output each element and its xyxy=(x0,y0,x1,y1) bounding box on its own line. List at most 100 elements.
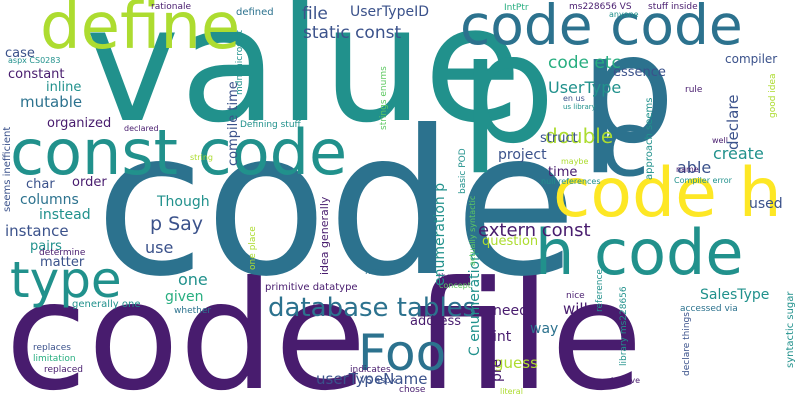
word: ms228656 VS xyxy=(569,2,632,12)
word: inline xyxy=(46,80,82,95)
word: declare xyxy=(724,94,742,150)
word: address xyxy=(410,314,462,329)
word: instead xyxy=(39,207,91,223)
word: code code xyxy=(460,0,743,57)
word: aspx CS0283 xyxy=(8,56,61,65)
word: enumeration p xyxy=(432,182,448,286)
word: Compiler error xyxy=(674,176,732,185)
word: compiler xyxy=(725,52,778,66)
word: seems inefficient xyxy=(2,126,13,212)
word: name xyxy=(676,165,699,174)
word: value xyxy=(85,0,523,158)
word: mutable xyxy=(20,93,83,111)
word: code h xyxy=(553,154,782,233)
word: idea generally xyxy=(318,196,331,275)
word: char xyxy=(26,177,55,192)
word: declare things xyxy=(682,312,692,376)
word: type xyxy=(10,251,122,309)
word: columns xyxy=(20,192,79,208)
word: string xyxy=(190,153,213,162)
word: literal xyxy=(500,387,523,396)
word: null references xyxy=(541,177,601,186)
word: reference xyxy=(595,269,605,312)
word: nice xyxy=(566,291,585,301)
word: extern const xyxy=(478,220,591,241)
word: given xyxy=(165,289,204,305)
word: use xyxy=(145,238,174,257)
word: static const xyxy=(303,23,402,43)
word: anyone xyxy=(609,10,639,19)
word: p Say xyxy=(150,213,204,235)
word: will xyxy=(563,300,588,318)
word: syntactic sugar xyxy=(785,291,796,368)
word: theory xyxy=(438,272,465,281)
word: limitation xyxy=(33,354,76,364)
word: en us xyxy=(563,94,585,103)
word: used xyxy=(749,196,783,212)
word: p xyxy=(580,3,676,177)
word: code file xyxy=(5,250,643,400)
word: case xyxy=(5,46,35,61)
word: actually syntactic xyxy=(468,195,477,266)
word: pairs xyxy=(30,239,62,254)
word: create xyxy=(713,144,764,163)
word: stuff inside xyxy=(648,2,698,12)
word: whether xyxy=(174,306,212,316)
word: c xyxy=(600,92,650,197)
word: constant xyxy=(8,67,65,82)
word: able xyxy=(677,158,712,177)
word: time xyxy=(548,165,578,180)
word: replaces xyxy=(33,343,71,353)
word: way xyxy=(530,321,559,337)
word: struct xyxy=(540,131,578,146)
word: rule xyxy=(685,85,703,95)
word: VS aspx xyxy=(360,376,396,386)
word: code xyxy=(95,88,578,321)
word: UserType xyxy=(548,78,622,97)
word: UserTypeID xyxy=(350,4,429,20)
word: strings enums xyxy=(379,66,389,130)
word: Defining stuff xyxy=(240,120,301,130)
word: essence xyxy=(613,65,666,80)
word: maybe xyxy=(561,157,589,166)
word: generally one xyxy=(72,299,141,310)
word: userTypeName xyxy=(316,370,428,388)
word: question xyxy=(482,234,539,249)
word: p xyxy=(460,3,556,177)
word: good idea xyxy=(768,73,778,118)
word: h code xyxy=(535,216,744,289)
word: pre xyxy=(489,359,505,382)
word: indicates xyxy=(350,365,391,375)
word: concept xyxy=(439,281,471,290)
word: instance xyxy=(5,222,69,240)
word: href xyxy=(365,267,383,277)
word: Foo xyxy=(358,324,447,382)
word: project xyxy=(498,147,547,163)
word: one place xyxy=(248,226,258,270)
word: library ms228656 xyxy=(619,286,629,366)
word: basic POD xyxy=(458,148,468,194)
word: us library xyxy=(563,103,596,111)
word: C enumeration xyxy=(467,252,483,356)
word: need xyxy=(493,303,528,319)
word: primitive datatype xyxy=(265,282,358,293)
word: IntPtr xyxy=(504,3,529,13)
word: int xyxy=(493,329,512,345)
word: rationale xyxy=(151,2,192,12)
word: accessed via xyxy=(680,304,738,314)
word: order xyxy=(72,175,107,190)
word: well xyxy=(712,136,728,145)
word: replaced xyxy=(44,365,83,375)
word: determine xyxy=(39,248,86,258)
word: mdn microsoft xyxy=(235,29,245,95)
word: defined xyxy=(236,7,274,18)
word: database tables xyxy=(268,293,477,323)
word: approach seems xyxy=(644,97,655,180)
word: chose xyxy=(399,385,426,395)
word: file xyxy=(302,4,328,24)
word: guess xyxy=(494,354,538,372)
word: matter xyxy=(40,255,85,270)
word: one xyxy=(178,270,208,289)
word: code etc xyxy=(548,53,621,73)
